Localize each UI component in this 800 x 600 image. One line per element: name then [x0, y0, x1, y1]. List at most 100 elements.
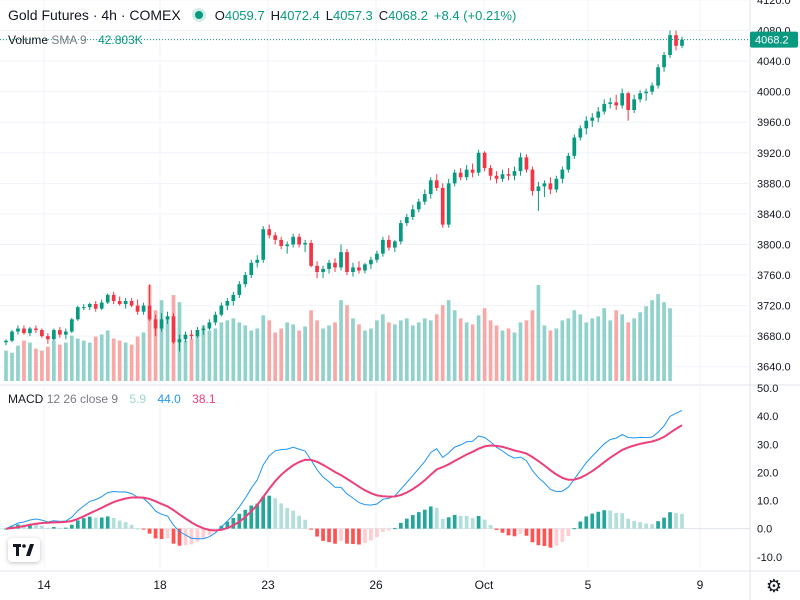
candle-body [369, 259, 373, 265]
candle-body [458, 172, 463, 178]
candle-body [46, 336, 50, 340]
time-tick-label: 9 [697, 578, 704, 592]
macd-histogram-bar [40, 525, 44, 529]
tradingview-logo-icon[interactable] [8, 538, 40, 562]
candle-body [482, 152, 487, 169]
candle-body [644, 91, 648, 94]
macd-histogram-bar [123, 522, 128, 529]
volume-bar [345, 305, 349, 381]
volume-bar [129, 344, 134, 381]
volume-bar [327, 325, 331, 381]
candle-body [680, 39, 684, 46]
macd-histogram-bar [518, 528, 523, 534]
macd-histogram-bar [57, 527, 62, 529]
candle-body [279, 239, 284, 247]
volume-bar [333, 322, 337, 381]
volume-bar [375, 320, 379, 381]
macd-tick-label: 10.0 [757, 496, 778, 508]
volume-bar [339, 300, 343, 381]
macd-histogram-bar [52, 527, 56, 529]
candle-body [327, 262, 331, 269]
macd-histogram-bar [398, 522, 403, 529]
price-tick-label: 3680.0 [757, 331, 791, 343]
last-price-tag: 4068.2 [755, 35, 789, 47]
volume-bar [530, 310, 535, 381]
volume-bar [249, 330, 254, 381]
candle-body [52, 330, 56, 340]
macd-histogram-bar [626, 518, 631, 529]
candle-body [93, 304, 98, 309]
macd-histogram-bar [620, 513, 625, 529]
macd-histogram-bar [512, 528, 517, 537]
high-label: H [270, 7, 280, 23]
candle-body [632, 99, 636, 111]
macd-histogram-bar [500, 528, 505, 533]
volume-bar [105, 330, 110, 381]
candle-body [28, 328, 32, 334]
macd-histogram-bar [542, 528, 547, 547]
candle-body [524, 157, 529, 170]
price-tick-label: 3920.0 [757, 148, 791, 160]
candle-body [656, 67, 660, 86]
macd-histogram-bar [249, 505, 254, 529]
volume-bar [548, 330, 553, 381]
candle-body [566, 155, 571, 170]
macd-histogram-bar [177, 528, 182, 546]
volume-bar [321, 328, 325, 381]
macd-name: MACD [8, 392, 44, 406]
candle-body [117, 301, 122, 305]
time-tick-label: 18 [153, 578, 167, 592]
macd-histogram-bar [165, 528, 170, 539]
volume-legend[interactable]: Volume SMA 9 42.803K [8, 33, 143, 47]
volume-bar [440, 305, 445, 381]
macd-tick-label: 50.0 [757, 383, 778, 395]
macd-histogram-bar [207, 528, 212, 536]
candle-body [590, 117, 595, 121]
macd-line-value: 44.0 [157, 392, 181, 406]
volume-bar [237, 322, 242, 381]
macd-histogram-bar [231, 517, 236, 529]
macd-histogram-bar [345, 528, 349, 544]
candle-body [183, 334, 188, 340]
candle-body [69, 319, 74, 332]
volume-bar [243, 325, 248, 381]
candle-body [650, 85, 654, 92]
volume-value: 42.803K [98, 33, 143, 47]
volume-bar [578, 314, 583, 381]
candle-body [297, 236, 301, 245]
volume-bar [632, 318, 636, 381]
macd-histogram-bar [440, 518, 445, 529]
macd-histogram-bar [279, 503, 284, 529]
volume-bar [147, 285, 152, 381]
volume-bar [153, 310, 158, 381]
volume-bar [75, 338, 80, 381]
volume-bar [470, 324, 475, 381]
candle-body [111, 294, 116, 302]
volume-bar [201, 325, 206, 381]
symbol-header: Gold Futures · 4h · COMEX O 4059.7 H 4072.… [8, 7, 516, 23]
macd-tick-label: 30.0 [757, 439, 778, 451]
macd-histogram-bar [291, 510, 296, 529]
volume-bar [662, 302, 666, 381]
settings-gear-icon[interactable]: ⚙ [765, 576, 783, 596]
time-tick-label: 14 [37, 578, 51, 592]
volume-bar [518, 322, 523, 381]
candle-body [392, 241, 397, 248]
macd-histogram-bar [261, 496, 266, 529]
symbol-title[interactable]: Gold Futures · 4h · COMEX [8, 7, 181, 23]
macd-legend[interactable]: MACD 12 26 close 9 5.9 44.0 38.1 [8, 392, 216, 406]
candle-body [153, 319, 158, 329]
volume-bar [165, 318, 170, 381]
volume-bar [392, 324, 397, 381]
macd-histogram-bar [650, 524, 654, 529]
candle-body [10, 331, 14, 341]
macd-histogram-bar [321, 528, 325, 541]
volume-bar [458, 318, 463, 381]
macd-histogram-bar [566, 528, 571, 537]
candle-body [129, 301, 134, 306]
candle-body [147, 305, 152, 320]
candle-body [333, 262, 337, 268]
candle-body [452, 172, 457, 184]
macd-histogram-bar [458, 515, 463, 529]
